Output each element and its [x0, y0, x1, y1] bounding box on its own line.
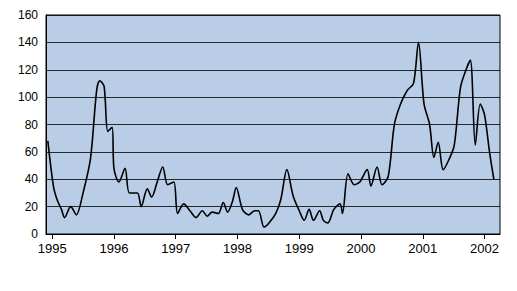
svg-text:40: 40 [25, 172, 39, 186]
svg-text:1999: 1999 [285, 241, 314, 256]
svg-text:1998: 1998 [223, 241, 252, 256]
svg-text:80: 80 [25, 118, 39, 132]
svg-text:1995: 1995 [38, 241, 67, 256]
svg-text:1997: 1997 [161, 241, 190, 256]
svg-text:160: 160 [18, 8, 38, 22]
svg-text:1996: 1996 [99, 241, 128, 256]
svg-text:20: 20 [25, 200, 39, 214]
svg-text:0: 0 [31, 227, 38, 241]
svg-text:140: 140 [18, 35, 38, 49]
svg-text:2002: 2002 [470, 241, 499, 256]
svg-text:2001: 2001 [408, 241, 437, 256]
svg-text:100: 100 [18, 90, 38, 104]
svg-text:2000: 2000 [347, 241, 376, 256]
svg-text:120: 120 [18, 63, 38, 77]
svg-text:60: 60 [25, 145, 39, 159]
